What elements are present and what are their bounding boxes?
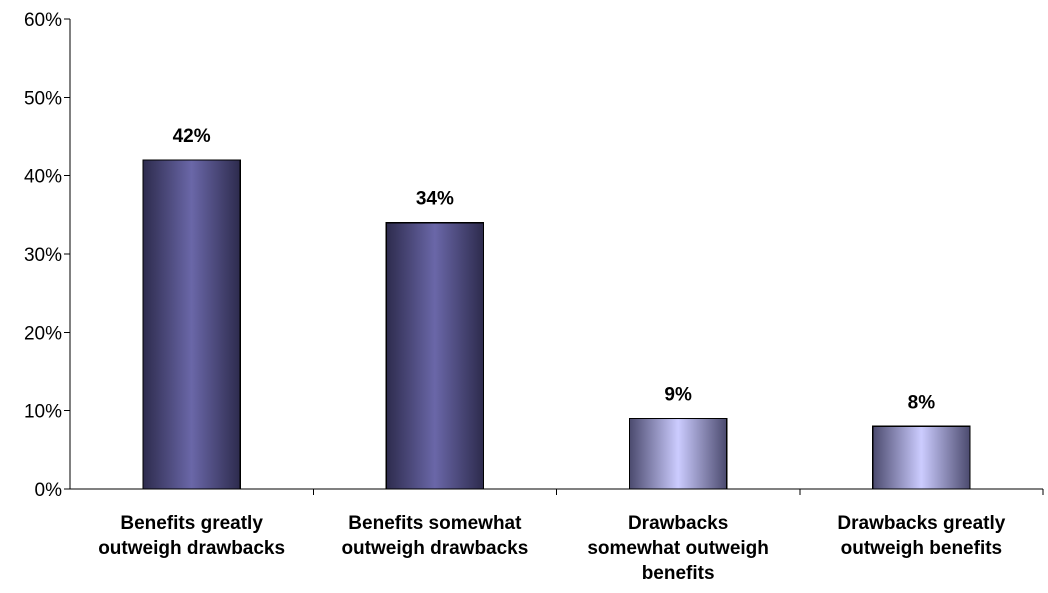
data-label: 9% [664,385,692,406]
category-label-line: outweigh drawbacks [98,538,285,559]
y-tick-label: 10% [24,402,62,423]
y-tick-label: 20% [24,323,62,344]
category-label-line: Drawbacks greatly [837,513,1005,534]
bars [142,159,971,490]
y-tick-label: 50% [24,88,62,109]
bar [142,159,241,490]
category-label-line: Drawbacks [628,513,728,534]
y-tick-label: 0% [35,480,63,501]
data-label: 34% [416,189,454,210]
y-axis: 0% 10% 20% 30% 40% 50% 60% [24,10,71,501]
category-label: Drawbacks somewhat outweigh benefits [587,513,769,584]
x-axis [70,488,1044,495]
category-label-line: outweigh benefits [841,538,1003,559]
data-label: 42% [173,126,211,147]
category-label-line: somewhat outweigh [587,538,769,559]
y-tick-label: 60% [24,10,62,31]
data-labels: 42% 34% 9% 8% [173,126,936,413]
y-tick-label: 30% [24,245,62,266]
data-label: 8% [908,392,936,413]
category-labels: Benefits greatly outweigh drawbacksBenefi… [98,513,1006,584]
bar [628,417,728,490]
category-label: Drawbacks greatly outweigh benefits [837,513,1005,559]
category-label: Benefits somewhat outweigh drawbacks [341,513,528,559]
category-label-line: Benefits somewhat [348,513,522,534]
category-label-line: outweigh drawbacks [341,538,528,559]
bar [872,425,971,490]
category-label: Benefits greatly outweigh drawbacks [98,513,285,559]
category-label-line: benefits [642,563,715,584]
bar [385,222,485,490]
category-label-line: Benefits greatly [120,513,263,534]
y-tick-label: 40% [24,167,62,188]
